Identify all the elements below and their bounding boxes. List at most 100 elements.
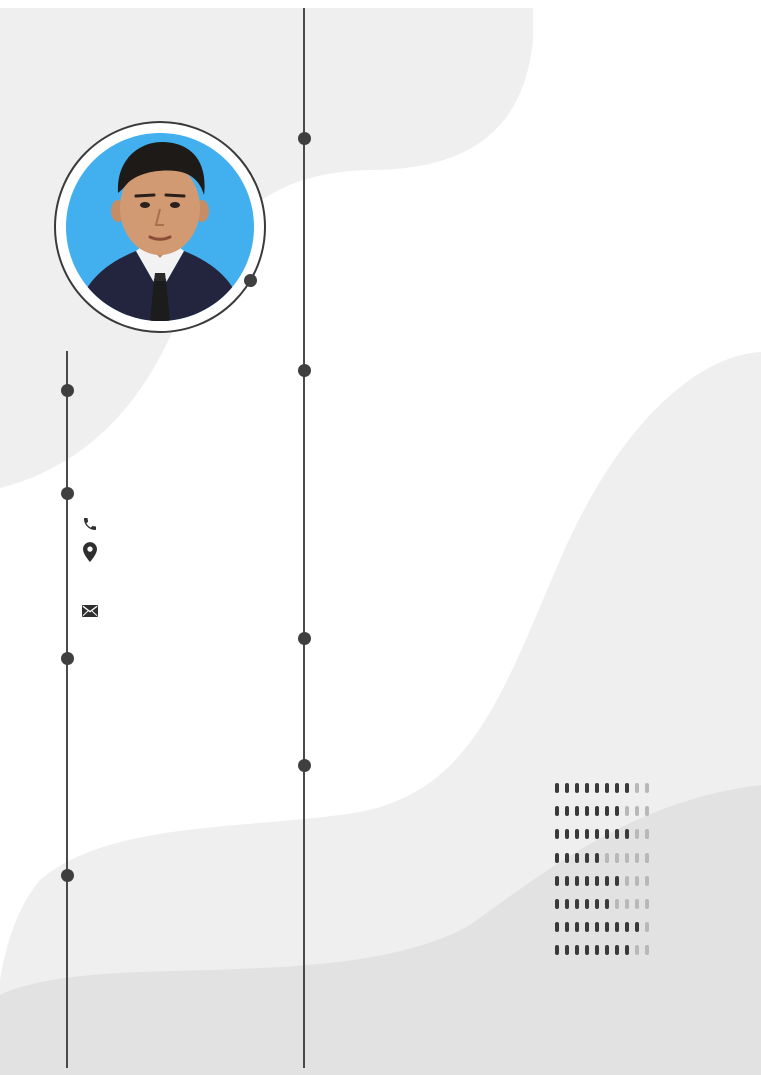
rating-pill-filled: [595, 852, 599, 863]
rating-pill-filled: [605, 899, 609, 909]
rating-pill-filled: [615, 829, 619, 840]
rating-pill-empty: [645, 806, 649, 817]
rating-pill-filled: [565, 852, 569, 863]
rating-pill-empty: [645, 783, 649, 793]
rating-pill-filled: [555, 875, 559, 886]
rating-pill-filled: [625, 922, 629, 933]
rating-pill-empty: [615, 899, 619, 909]
rating-pill-empty: [645, 922, 649, 933]
rating-pill-empty: [645, 852, 649, 863]
skill-rating-row: [555, 783, 655, 793]
phone-icon: [82, 516, 98, 534]
rating-pill-filled: [585, 806, 589, 817]
timeline-dot: [298, 364, 311, 377]
rating-pill-filled: [565, 899, 569, 909]
timeline-dot: [298, 759, 311, 772]
rating-pill-filled: [605, 875, 609, 886]
photo-frame-dot: [244, 274, 257, 287]
rating-pill-filled: [575, 852, 579, 863]
rating-pill-filled: [575, 875, 579, 886]
rating-pill-filled: [615, 922, 619, 933]
rating-pill-filled: [605, 945, 609, 956]
left-timeline-line: [66, 351, 68, 1068]
rating-pill-empty: [635, 806, 639, 817]
rating-pill-filled: [605, 783, 609, 793]
rating-pill-empty: [615, 852, 619, 863]
rating-pill-filled: [555, 922, 559, 933]
skill-rating-row: [555, 899, 655, 909]
rating-pill-filled: [615, 806, 619, 817]
rating-pill-filled: [565, 945, 569, 956]
rating-pill-filled: [575, 945, 579, 956]
rating-pill-filled: [635, 922, 639, 933]
rating-pill-filled: [625, 829, 629, 840]
rating-pill-empty: [625, 875, 629, 886]
rating-pill-filled: [605, 806, 609, 817]
right-timeline-line: [303, 8, 305, 1068]
rating-pill-empty: [625, 852, 629, 863]
rating-pill-empty: [645, 875, 649, 886]
skill-rating-row: [555, 806, 655, 817]
timeline-dot: [61, 652, 74, 665]
timeline-dot: [61, 384, 74, 397]
rating-pill-filled: [585, 829, 589, 840]
rating-pill-filled: [565, 806, 569, 817]
skill-rating-row: [555, 829, 655, 840]
rating-pill-filled: [595, 806, 599, 817]
rating-pill-filled: [565, 922, 569, 933]
rating-pill-filled: [555, 852, 559, 863]
rating-pill-filled: [575, 829, 579, 840]
rating-pill-filled: [565, 783, 569, 793]
rating-pill-empty: [645, 945, 649, 956]
rating-pill-empty: [635, 875, 639, 886]
rating-pill-empty: [635, 829, 639, 840]
mail-icon: [82, 604, 98, 622]
rating-pill-filled: [585, 852, 589, 863]
rating-pill-filled: [555, 783, 559, 793]
rating-pill-filled: [575, 899, 579, 909]
rating-pill-filled: [615, 945, 619, 956]
rating-pill-filled: [585, 945, 589, 956]
skill-rating-row: [555, 922, 655, 933]
rating-pill-filled: [595, 829, 599, 840]
rating-pill-filled: [615, 783, 619, 793]
rating-pill-filled: [595, 922, 599, 933]
rating-pill-filled: [555, 829, 559, 840]
rating-pill-empty: [635, 783, 639, 793]
rating-pill-empty: [635, 899, 639, 909]
rating-pill-filled: [575, 806, 579, 817]
rating-pill-filled: [605, 829, 609, 840]
rating-pill-filled: [575, 783, 579, 793]
rating-pill-filled: [555, 806, 559, 817]
timeline-dot: [298, 132, 311, 145]
timeline-dot: [61, 487, 74, 500]
rating-pill-filled: [585, 875, 589, 886]
rating-pill-filled: [605, 922, 609, 933]
bottom-wave: [0, 785, 761, 1075]
rating-pill-empty: [645, 899, 649, 909]
rating-pill-empty: [645, 829, 649, 840]
profile-photo: [66, 133, 254, 321]
rating-pill-filled: [595, 875, 599, 886]
rating-pill-filled: [565, 875, 569, 886]
rating-pill-filled: [575, 922, 579, 933]
rating-pill-filled: [585, 783, 589, 793]
rating-pill-filled: [585, 899, 589, 909]
rating-pill-filled: [615, 875, 619, 886]
rating-pill-filled: [625, 945, 629, 956]
rating-pill-empty: [635, 852, 639, 863]
rating-pill-filled: [595, 945, 599, 956]
rating-pill-filled: [555, 945, 559, 956]
timeline-dot: [298, 632, 311, 645]
rating-pill-empty: [625, 806, 629, 817]
timeline-dot: [61, 869, 74, 882]
location-pin-icon: [83, 542, 99, 562]
rating-pill-filled: [585, 922, 589, 933]
rating-pill-filled: [565, 829, 569, 840]
rating-pill-filled: [595, 783, 599, 793]
rating-pill-empty: [625, 899, 629, 909]
rating-pill-filled: [555, 899, 559, 909]
rating-pill-empty: [605, 852, 609, 863]
skill-rating-row: [555, 852, 655, 863]
